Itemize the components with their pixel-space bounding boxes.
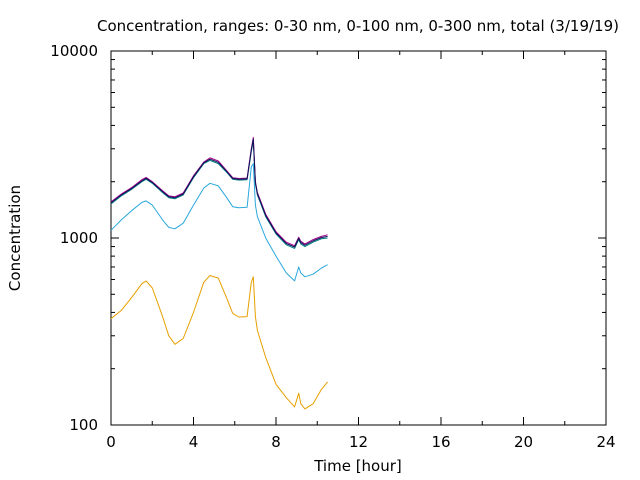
x-axis-title: Time [hour]: [313, 457, 402, 475]
plot-frame: [110, 50, 607, 426]
series-line-5: [110, 138, 328, 248]
x-tick-label: 16: [431, 433, 450, 451]
x-tick-label: 12: [349, 433, 368, 451]
series-line-4: [110, 136, 328, 247]
series-line-1: [110, 275, 328, 410]
series-line-3: [110, 140, 328, 249]
x-tick-label: 24: [596, 433, 615, 451]
y-tick-label: 1000: [60, 229, 98, 247]
series-layer: [110, 136, 328, 410]
y-axis-title: Concentration: [6, 185, 24, 291]
x-tick-label: 8: [271, 433, 281, 451]
chart-title: Concentration, ranges: 0-30 nm, 0-100 nm…: [97, 17, 619, 35]
x-tick-label: 0: [106, 433, 116, 451]
ticks-layer: 0 4 8 12 16 20 24 100 1000 10000: [50, 42, 615, 451]
series-line-2: [110, 163, 328, 282]
x-tick-label: 4: [189, 433, 199, 451]
y-tick-label: 100: [69, 416, 98, 434]
y-tick-label: 10000: [50, 42, 98, 60]
x-tick-label: 20: [514, 433, 533, 451]
